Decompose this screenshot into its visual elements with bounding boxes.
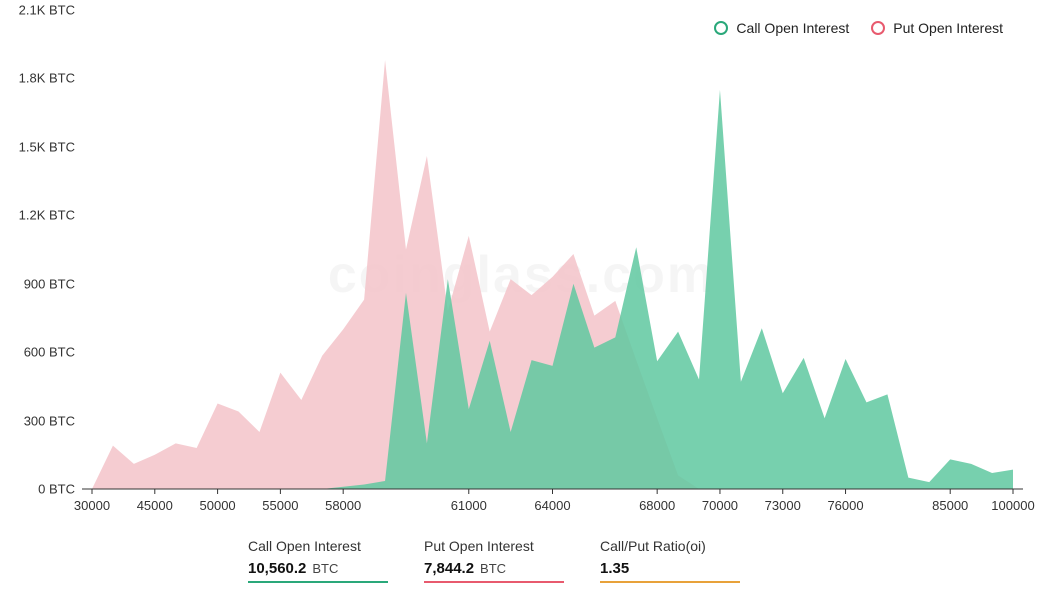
chart-svg: [82, 10, 1023, 489]
plot-area: [82, 10, 1023, 489]
x-tick-label: 45000: [137, 498, 173, 513]
stat-value: 1.35: [600, 560, 629, 577]
x-tick-label: 73000: [765, 498, 801, 513]
y-tick-label: 0 BTC: [5, 482, 75, 497]
y-tick-label: 600 BTC: [5, 345, 75, 360]
x-tick-label: 68000: [639, 498, 675, 513]
x-tick-label: 100000: [991, 498, 1034, 513]
stats-row: Call Open Interest10,560.2BTCPut Open In…: [248, 538, 740, 583]
stat-label: Call/Put Ratio(oi): [600, 538, 740, 554]
stat-label: Put Open Interest: [424, 538, 564, 554]
y-tick-label: 2.1K BTC: [5, 3, 75, 18]
stat-label: Call Open Interest: [248, 538, 388, 554]
legend-item[interactable]: Put Open Interest: [871, 20, 1003, 36]
call-swatch-icon: [714, 21, 728, 35]
x-tick-label: 61000: [451, 498, 487, 513]
stat-block: Call Open Interest 10,560.2 BTC: [248, 538, 388, 583]
stat-value: 10,560.2: [248, 560, 306, 577]
open-interest-chart: coinglass.com Call Open InterestPut Open…: [0, 0, 1043, 602]
x-tick-label: 30000: [74, 498, 110, 513]
stat-unit: BTC: [312, 561, 338, 576]
legend-label: Put Open Interest: [893, 20, 1003, 36]
x-tick-label: 55000: [262, 498, 298, 513]
x-tick-label: 50000: [200, 498, 236, 513]
stat-value: 7,844.2: [424, 560, 474, 577]
x-tick-label: 85000: [932, 498, 968, 513]
x-tick-label: 76000: [827, 498, 863, 513]
stat-block: Put Open Interest 7,844.2 BTC: [424, 538, 564, 583]
y-tick-label: 1.2K BTC: [5, 208, 75, 223]
put-swatch-icon: [871, 21, 885, 35]
x-tick-label: 58000: [325, 498, 361, 513]
y-tick-label: 900 BTC: [5, 276, 75, 291]
stat-value-row: 10,560.2 BTC: [248, 560, 388, 583]
x-tick-label: 64000: [534, 498, 570, 513]
stat-value-row: 7,844.2 BTC: [424, 560, 564, 583]
legend: Call Open Interest Put Open Interest: [714, 20, 1003, 36]
stat-value-row: 1.35: [600, 560, 740, 583]
x-tick-label: 70000: [702, 498, 738, 513]
legend-label: Call Open Interest: [736, 20, 849, 36]
legend-item[interactable]: Call Open Interest: [714, 20, 849, 36]
y-tick-label: 1.5K BTC: [5, 139, 75, 154]
stat-block: Call/Put Ratio(oi) 1.35: [600, 538, 740, 583]
y-tick-label: 1.8K BTC: [5, 71, 75, 86]
y-tick-label: 300 BTC: [5, 413, 75, 428]
stat-unit: BTC: [480, 561, 506, 576]
